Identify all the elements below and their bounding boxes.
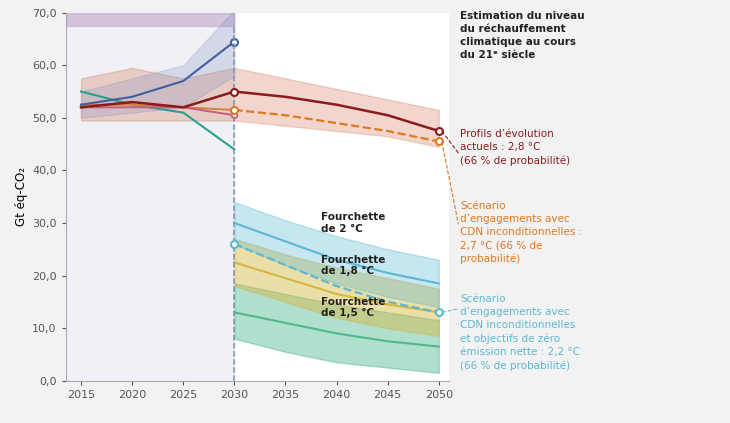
Y-axis label: Gt éq-CO₂: Gt éq-CO₂ [15,167,28,226]
Text: Scénario
d’engagements avec
CDN inconditionnelles
et objectifs de zéro
émission : Scénario d’engagements avec CDN incondit… [460,294,580,371]
Text: Scénario
d’engagements avec
CDN inconditionnelles :
2,7 °C (66 % de
probabilité): Scénario d’engagements avec CDN incondit… [460,201,582,264]
Text: Fourchette
de 1,5 °C: Fourchette de 1,5 °C [321,297,385,318]
Text: Fourchette
de 1,8 °C: Fourchette de 1,8 °C [321,255,385,276]
Bar [66,13,234,381]
Text: Estimation du niveau
du réchauffement
climatique au cours
du 21ᵉ siècle: Estimation du niveau du réchauffement cl… [460,11,585,60]
Text: Fourchette
de 2 °C: Fourchette de 2 °C [321,212,385,234]
Text: Profils d’évolution
actuels : 2,8 °C
(66 % de probabilité): Profils d’évolution actuels : 2,8 °C (66… [460,129,570,166]
